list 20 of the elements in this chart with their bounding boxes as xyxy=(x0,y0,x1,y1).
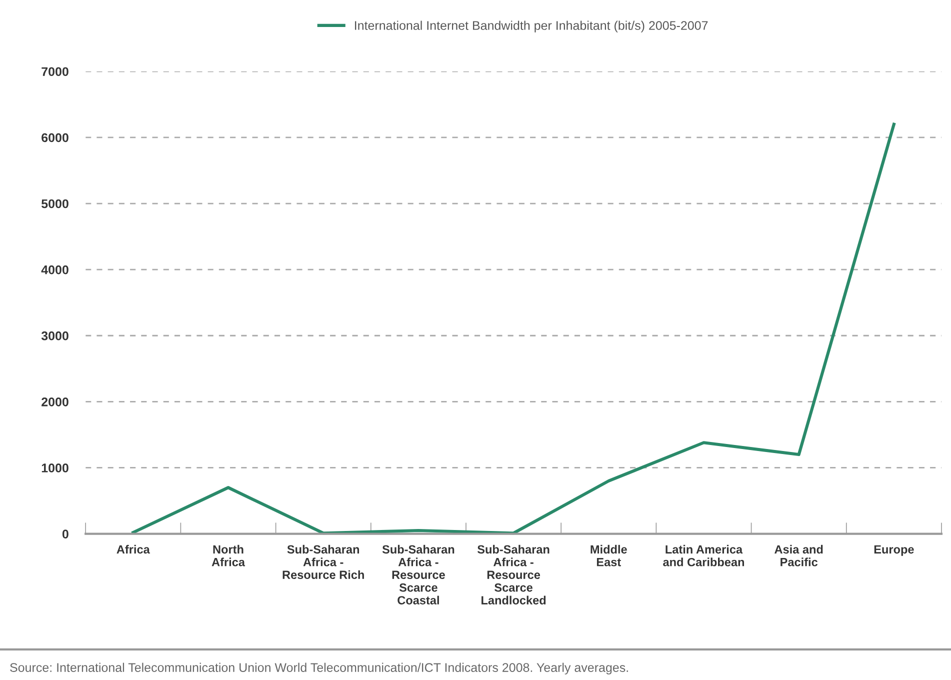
y-tick-label: 4000 xyxy=(41,265,68,274)
y-tick-label: 0 xyxy=(62,530,68,538)
x-tick-label: North Africa xyxy=(212,544,246,566)
x-tick-label: Europe xyxy=(874,545,914,556)
y-tick-label: 2000 xyxy=(42,397,68,406)
source-note: Source: International Telecommunication Union World Telecommunication/ICT Indicators 2008. Yearly averages. xyxy=(10,662,628,674)
x-tick-label: Asia and Pacific xyxy=(774,544,823,566)
line-series xyxy=(132,122,896,535)
legend-label: International Internet Bandwidth per Inhabitant (bit/s) 2005-2007 xyxy=(355,20,708,32)
y-tick-label: 7000 xyxy=(42,67,68,76)
x-tick-label: Sub-Saharan Africa - Resource Rich xyxy=(282,544,364,580)
y-tick-label: 3000 xyxy=(41,331,68,340)
x-tick-label: Sub-Saharan Africa - Resource Scarce Coastal xyxy=(382,544,454,604)
y-tick-label: 6000 xyxy=(42,133,68,142)
x-tick-label: Africa xyxy=(116,544,150,554)
y-tick-label: 5000 xyxy=(42,199,68,208)
x-tick-label: Sub-Saharan Africa - Resource Scarce Landlocked xyxy=(477,544,550,604)
x-tick-label: Middle East xyxy=(590,544,627,566)
x-tick-label: Latin America and Caribbean xyxy=(663,544,744,566)
y-tick-label: 1000 xyxy=(42,464,68,472)
